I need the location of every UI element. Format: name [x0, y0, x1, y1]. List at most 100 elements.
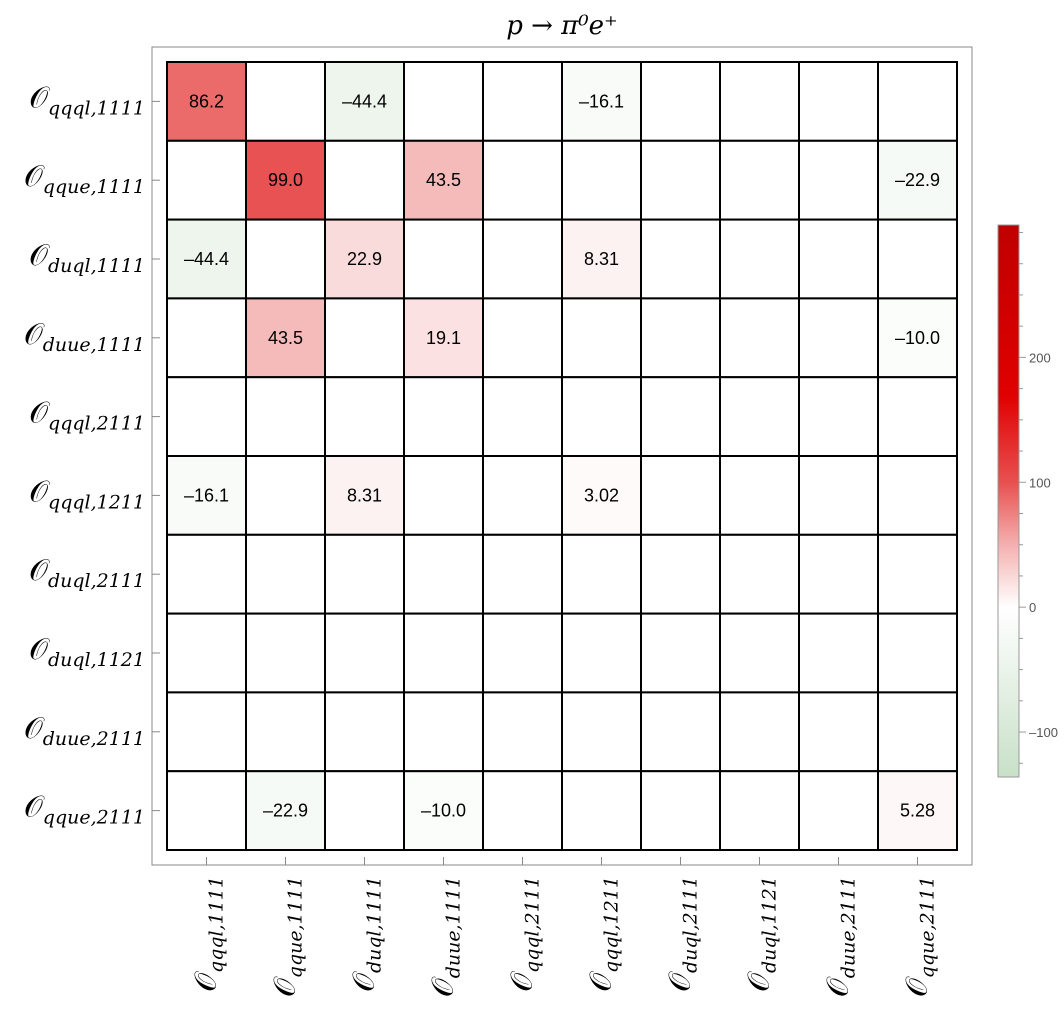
x-tick-label: 𝒪qque,2111 — [900, 876, 939, 997]
heatmap-cell — [719, 61, 800, 142]
heatmap-cell — [640, 691, 721, 773]
colorbar-tick-label: 0 — [1029, 600, 1036, 615]
y-tick-label: 𝒪qque,2111 — [24, 790, 145, 829]
heatmap-cell — [640, 770, 721, 852]
heatmap-cell — [877, 770, 958, 852]
heatmap-cell — [798, 691, 879, 773]
heatmap-cell — [324, 218, 405, 300]
heatmap-cell — [719, 297, 800, 379]
heatmap-cell — [798, 376, 879, 458]
heatmap-cell — [561, 533, 642, 615]
cell-value-label: –44.4 — [184, 249, 229, 269]
heatmap-cell — [561, 297, 642, 379]
cell-value-label: –44.4 — [342, 91, 387, 111]
heatmap-cell — [166, 533, 247, 615]
y-tick-label: 𝒪qqql,1211 — [29, 474, 145, 513]
y-tick-label: 𝒪qque,1111 — [24, 159, 145, 198]
x-tick-label: 𝒪qqql,1211 — [584, 876, 623, 992]
colorbar-tick-label: –100 — [1029, 725, 1058, 740]
heatmap-cell — [482, 770, 563, 852]
heatmap-cell — [403, 770, 484, 852]
heatmap-cell — [561, 691, 642, 773]
heatmap-cell — [719, 455, 800, 536]
heatmap-cell — [245, 612, 326, 694]
heatmap-cell — [877, 61, 958, 142]
cell-value-label: 43.5 — [426, 170, 461, 190]
heatmap-cell — [482, 376, 563, 458]
cell-value-label: 19.1 — [426, 328, 461, 348]
cell-value-label: 8.31 — [584, 249, 619, 269]
chart-title: p → π⁰e⁺ — [506, 11, 618, 41]
heatmap-cell — [245, 770, 326, 852]
heatmap-cell — [561, 770, 642, 852]
heatmap-cell — [403, 218, 484, 300]
cell-value-label: 43.5 — [268, 328, 303, 348]
heatmap-cell — [640, 533, 721, 615]
heatmap-cell — [798, 770, 879, 852]
colorbar — [997, 224, 1020, 778]
heatmap-cell — [482, 297, 563, 379]
heatmap-cell — [798, 61, 879, 142]
heatmap-cell — [403, 297, 484, 379]
heatmap-cell — [640, 139, 721, 221]
heatmap-cell — [877, 297, 958, 379]
x-tick-label: 𝒪duql,1111 — [347, 876, 386, 992]
cell-value-label: –16.1 — [184, 485, 229, 505]
y-tick-label: 𝒪duue,1111 — [24, 317, 145, 356]
y-tick-label: 𝒪duql,1111 — [29, 238, 145, 277]
cell-value-label: –22.9 — [895, 170, 940, 190]
heatmap-cell — [245, 691, 326, 773]
y-tick-label: 𝒪duue,2111 — [24, 711, 145, 750]
heatmap-cell — [640, 455, 721, 536]
heatmap-cell — [719, 612, 800, 694]
heatmap-cell — [719, 770, 800, 852]
heatmap-cell — [245, 139, 326, 221]
x-tick-label: 𝒪duue,2111 — [821, 876, 860, 997]
heatmap-cell — [245, 455, 326, 536]
heatmap-cell — [245, 376, 326, 458]
heatmap-cell — [798, 297, 879, 379]
heatmap-cell — [245, 218, 326, 300]
heatmap-cell — [245, 533, 326, 615]
heatmap-cell — [403, 455, 484, 536]
heatmap-cell — [877, 376, 958, 458]
heatmap-cell — [561, 612, 642, 694]
heatmap-cell — [482, 455, 563, 536]
heatmap-cell — [403, 691, 484, 773]
x-tick-label: 𝒪duue,1111 — [426, 876, 465, 997]
cell-value-label: 8.31 — [347, 485, 382, 505]
heatmap-cell — [719, 218, 800, 300]
heatmap-cell — [877, 533, 958, 615]
heatmap-cell — [719, 139, 800, 221]
heatmap-cell — [719, 376, 800, 458]
heatmap-cell — [324, 139, 405, 221]
heatmap-cell — [324, 533, 405, 615]
x-tick-label: 𝒪qque,1111 — [268, 876, 307, 997]
heatmap-cell — [798, 612, 879, 694]
colorbar-tick-label: 200 — [1029, 350, 1051, 365]
x-tick-label: 𝒪duql,1121 — [742, 876, 781, 992]
cell-value-label: 3.02 — [584, 485, 619, 505]
heatmap-cell — [561, 139, 642, 221]
heatmap-cell — [482, 533, 563, 615]
heatmap-cell — [877, 218, 958, 300]
heatmap-cell — [166, 139, 247, 221]
y-tick-label: 𝒪duql,1121 — [29, 632, 145, 671]
heatmap-cell — [403, 61, 484, 142]
heatmap-cell — [324, 376, 405, 458]
heatmap-cell — [561, 376, 642, 458]
heatmap-cell — [166, 612, 247, 694]
heatmap-cell — [640, 376, 721, 458]
heatmap-cell — [403, 533, 484, 615]
heatmap-cell — [561, 455, 642, 536]
cell-value-label: 99.0 — [268, 170, 303, 190]
heatmap-cell — [245, 61, 326, 142]
heatmap-cell — [877, 455, 958, 536]
x-tick-label: 𝒪duql,2111 — [663, 876, 702, 992]
cell-value-label: –16.1 — [579, 91, 624, 111]
y-tick-label: 𝒪qqql,1111 — [29, 80, 145, 119]
heatmap-cell — [482, 612, 563, 694]
heatmap-cell — [166, 691, 247, 773]
heatmap-cell — [482, 139, 563, 221]
heatmap-cell — [798, 218, 879, 300]
